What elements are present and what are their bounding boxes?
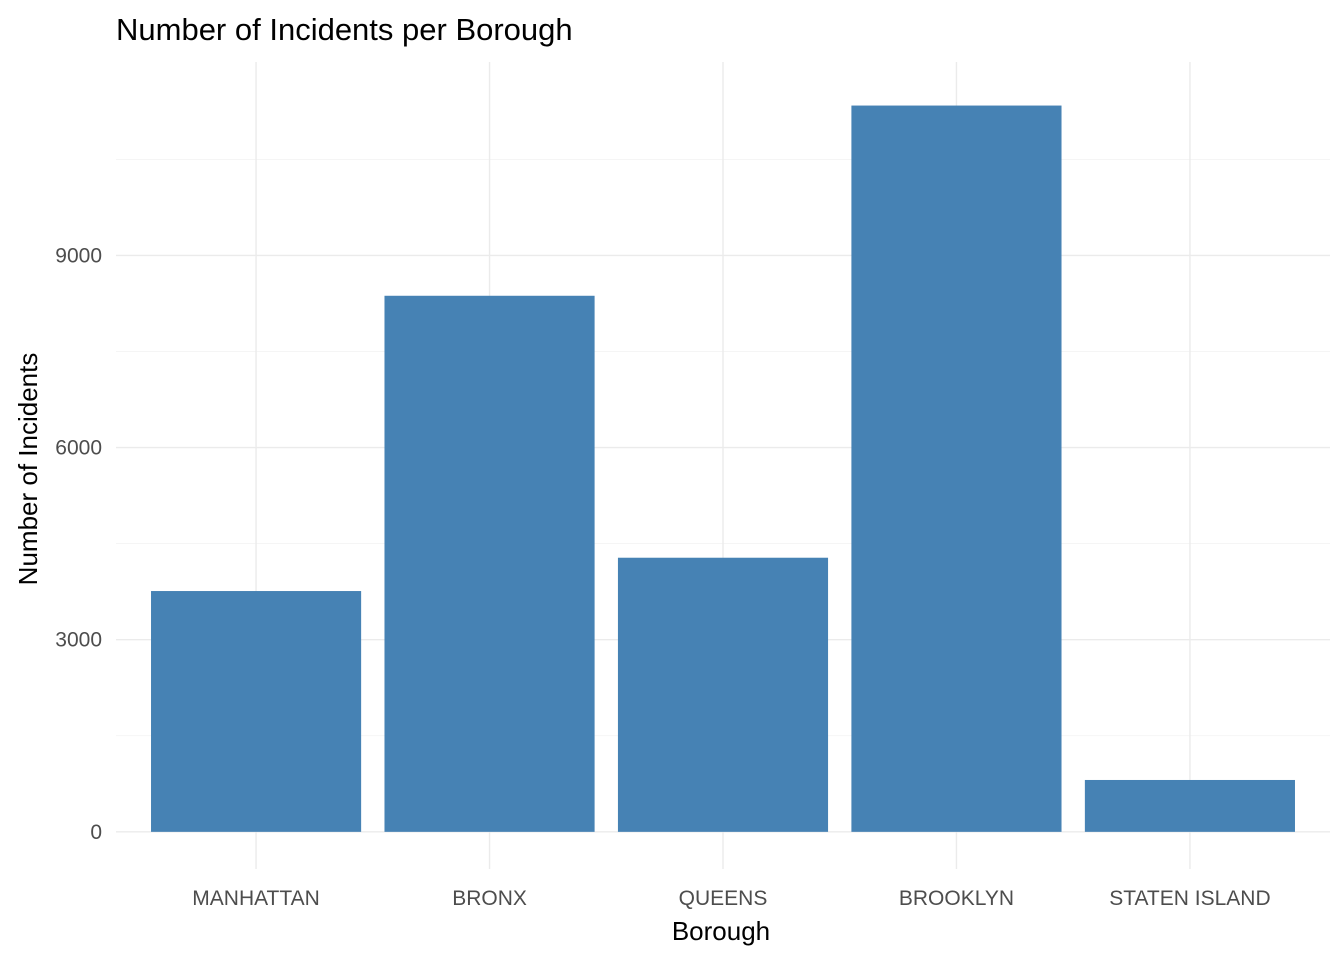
bar-queens <box>617 557 829 832</box>
x-tick-labels: MANHATTAN BRONX QUEENS BROOKLYN STATEN ISLAN… <box>192 887 1270 910</box>
y-tick-labels: 0 3000 6000 9000 <box>55 244 102 843</box>
bars <box>151 105 1295 832</box>
bar-manhattan <box>151 591 362 832</box>
y-axis-title: Number of Incidents <box>13 353 43 586</box>
y-tick-label: 3000 <box>55 629 102 652</box>
x-axis-title: Borough <box>672 916 770 946</box>
bar-staten-island <box>1084 779 1295 832</box>
chart-title: Number of Incidents per Borough <box>116 12 573 47</box>
x-tick-label: BRONX <box>452 887 527 910</box>
bar-brooklyn <box>851 105 1062 832</box>
y-tick-label: 0 <box>90 821 102 844</box>
bar-bronx <box>384 295 595 832</box>
x-tick-label: MANHATTAN <box>192 887 320 910</box>
y-tick-label: 6000 <box>55 437 102 460</box>
x-tick-label: QUEENS <box>679 887 768 910</box>
x-tick-label: STATEN ISLAND <box>1109 887 1270 910</box>
y-tick-label: 9000 <box>55 244 102 267</box>
x-tick-label: BROOKLYN <box>899 887 1014 910</box>
